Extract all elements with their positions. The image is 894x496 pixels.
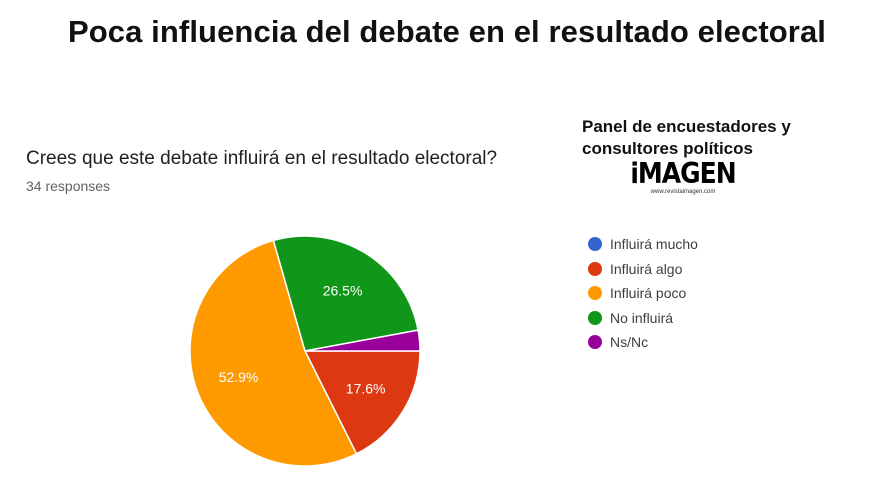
chart-legend: Influirá mucho Influirá algo Influirá poco… (588, 232, 698, 355)
legend-item[interactable]: No influirá (588, 306, 698, 331)
logo-wordmark: iMAGEN (630, 156, 736, 191)
response-count: 34 responses (26, 178, 111, 194)
pie-slices (189, 235, 421, 467)
logo-url: www.revistaimagen.com (650, 189, 716, 195)
legend-item[interactable]: Ns/Nc (588, 330, 698, 355)
legend-swatch (588, 237, 602, 252)
legend-swatch (588, 310, 602, 325)
pie-slice-label: 26.5% (323, 282, 363, 298)
panel-heading-line-1: Panel de encuestadores y (582, 117, 791, 136)
page-headline: Poca influencia del debate en el resulta… (67, 14, 827, 49)
pie-slice-ns-nc[interactable] (304, 329, 421, 352)
legend-item[interactable]: Influirá mucho (588, 232, 698, 257)
legend-swatch (588, 335, 602, 350)
pie-slice-label: 52.9% (219, 369, 259, 385)
panel-heading: Panel de encuestadores y consultores pol… (582, 116, 882, 160)
imagen-logo: iMAGEN www.revistaimagen.com (628, 156, 738, 195)
pie-slice-influirá-algo[interactable] (303, 350, 421, 455)
pie-slice-influirá-poco[interactable] (189, 239, 358, 467)
legend-label: No influirá (610, 309, 674, 326)
legend-item[interactable]: Influirá algo (588, 257, 698, 282)
pie-labels: 17.6% 52.9% 26.5% (219, 282, 386, 396)
legend-label: Ns/Nc (610, 334, 649, 351)
legend-item[interactable]: Influirá poco (588, 281, 698, 306)
legend-label: Influirá poco (610, 285, 687, 302)
legend-label: Influirá mucho (610, 236, 698, 253)
panel-heading-line-2: consultores políticos (582, 139, 753, 158)
legend-label: Influirá algo (610, 260, 683, 277)
chart-title: Crees que este debate influirá en el res… (26, 148, 498, 169)
pie-slice-label: 17.6% (346, 380, 386, 396)
legend-swatch (588, 261, 602, 276)
pie-slice-no-influirá[interactable] (272, 235, 419, 352)
legend-swatch (588, 286, 602, 301)
